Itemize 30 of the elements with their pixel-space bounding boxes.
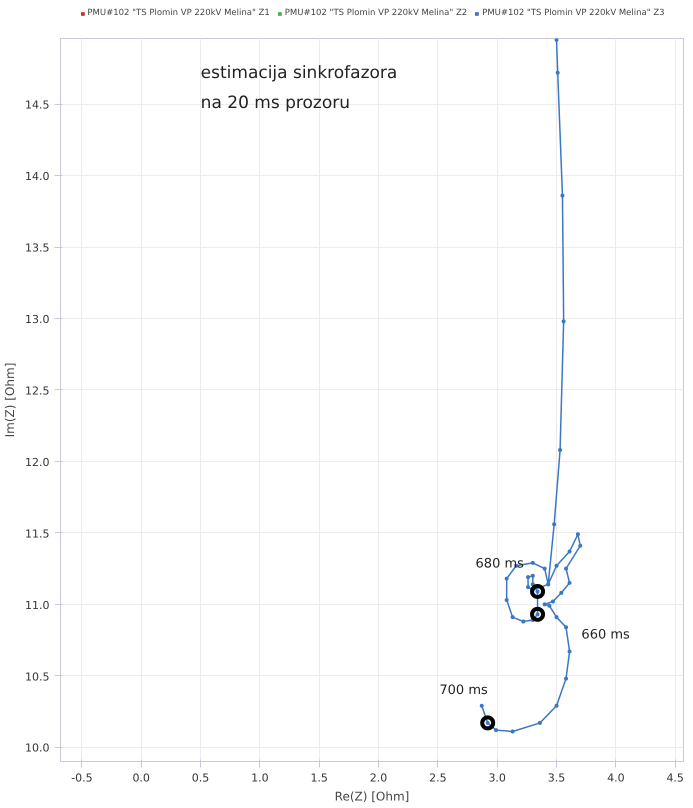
x-tick-label: -0.5 — [71, 772, 93, 784]
y-tick-label: 14.0 — [25, 170, 50, 184]
y-tick-label: 11.0 — [25, 598, 50, 612]
y-tick-label: 14.5 — [25, 98, 50, 112]
y-tick-label: 11.5 — [25, 527, 50, 540]
legend-label: PMU#102 "TS Plomin VP 220kV Melina" Z3 — [482, 8, 665, 18]
x-tick-label: 3.0 — [488, 772, 506, 784]
y-tick-label: 10.5 — [25, 670, 50, 684]
x-tick-label: 1.5 — [310, 772, 328, 784]
x-tick-label: 4.0 — [607, 772, 625, 784]
annotation: 700 ms — [439, 683, 488, 698]
x-tick-label: 0.5 — [192, 772, 210, 784]
x-tick-label: 0.0 — [132, 772, 150, 784]
annotation: estimacija sinkrofazora na 20 ms prozoru — [200, 63, 398, 114]
y-tick-label: 12.0 — [25, 456, 50, 469]
x-tick-label: 1.0 — [251, 772, 269, 784]
x-axis-title: Re(Z) [Ohm] — [334, 790, 410, 804]
x-tick-label: 2.0 — [370, 772, 388, 784]
y-axis-title: Im(Z) [Ohm] — [3, 362, 18, 438]
x-tick-label: 2.5 — [429, 772, 447, 784]
y-tick-label: 13.5 — [25, 242, 50, 255]
x-tick-label: 3.5 — [548, 772, 566, 784]
x-tick-label: 4.5 — [666, 772, 684, 784]
y-tick-label: 12.5 — [25, 384, 50, 398]
annotation: 680 ms — [476, 556, 524, 572]
y-tick-label: 10.0 — [25, 742, 50, 755]
y-tick-label: 13.0 — [25, 313, 50, 326]
annotation: 660 ms — [581, 627, 630, 642]
legend-label: PMU#102 "TS Plomin VP 220kV Melina" Z1 — [87, 8, 270, 18]
legend-label: PMU#102 "TS Plomin VP 220kV Melina" Z2 — [284, 8, 468, 18]
